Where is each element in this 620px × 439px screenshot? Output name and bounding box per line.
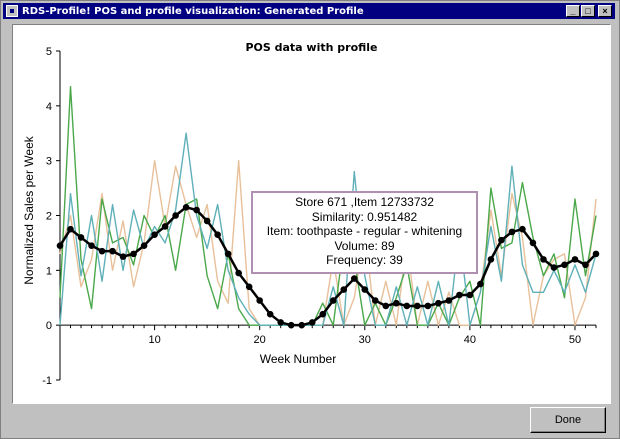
profile-point bbox=[203, 217, 211, 225]
profile-point bbox=[561, 261, 568, 269]
profile-point bbox=[67, 225, 74, 233]
profile-point bbox=[298, 321, 306, 329]
y-tick-label: 5 bbox=[46, 46, 52, 58]
title-bar[interactable]: RDS-Profile! POS and profile visualizati… bbox=[3, 3, 615, 19]
profile-point bbox=[403, 302, 411, 310]
profile-point bbox=[193, 206, 200, 214]
profile-point bbox=[308, 319, 316, 326]
tooltip-frequency: Frequency: 39 bbox=[326, 253, 403, 267]
y-axis-label: Normalized Sales per Week bbox=[22, 135, 36, 285]
tooltip-similarity: Similarity: 0.951482 bbox=[311, 209, 418, 224]
profile-point bbox=[498, 236, 505, 244]
done-button[interactable]: Done bbox=[530, 407, 606, 433]
y-tick-label: 0 bbox=[46, 320, 52, 332]
y-tick-label: 4 bbox=[46, 101, 52, 113]
plot-panel: POS data with profile -1 0 1 2 3 4 5 10 20 30 40 50… bbox=[12, 24, 611, 404]
profile-point bbox=[361, 286, 369, 293]
profile-point bbox=[508, 228, 516, 236]
app-icon[interactable] bbox=[6, 5, 18, 17]
profile-point bbox=[592, 250, 600, 258]
profile-point bbox=[424, 302, 432, 310]
profile-point bbox=[266, 310, 274, 318]
profile-point bbox=[161, 223, 169, 230]
profile-point bbox=[245, 283, 253, 291]
profile-point bbox=[550, 264, 558, 271]
profile-point bbox=[119, 253, 127, 260]
profile-point bbox=[540, 256, 547, 263]
y-tick-label: 2 bbox=[46, 211, 52, 223]
profile-point bbox=[140, 242, 148, 249]
profile-point bbox=[77, 234, 85, 241]
profile-point bbox=[329, 297, 337, 304]
profile-point bbox=[340, 286, 348, 293]
y-tick-label: 3 bbox=[46, 156, 52, 168]
profile-series-line bbox=[58, 206, 597, 327]
profile-point bbox=[224, 250, 232, 258]
profile-point bbox=[445, 297, 453, 304]
window-title: RDS-Profile! POS and profile visualizati… bbox=[22, 5, 364, 17]
x-axis-label: Week Number bbox=[260, 352, 336, 366]
profile-point bbox=[277, 319, 285, 326]
profile-point bbox=[319, 310, 327, 318]
profile-point bbox=[56, 242, 64, 249]
tooltip-store-item: Store 671 ,Item 12733732 bbox=[295, 195, 434, 209]
profile-point bbox=[487, 256, 495, 263]
item-info-tooltip: Store 671 ,Item 12733732 Similarity: 0.9… bbox=[251, 191, 478, 274]
chart-title: POS data with profile bbox=[245, 41, 378, 54]
x-tick-label: 40 bbox=[464, 334, 476, 346]
profile-point bbox=[382, 302, 390, 310]
profile-point bbox=[529, 239, 537, 247]
x-tick-label: 30 bbox=[359, 334, 371, 346]
profile-point bbox=[130, 250, 137, 258]
profile-point bbox=[88, 242, 95, 249]
profile-point bbox=[414, 302, 421, 310]
tooltip-volume: Volume: 89 bbox=[334, 238, 395, 253]
profile-point bbox=[393, 299, 400, 307]
pos-series-line bbox=[59, 85, 597, 326]
profile-point bbox=[371, 297, 379, 304]
profile-point bbox=[109, 247, 116, 255]
profile-point bbox=[172, 212, 179, 219]
x-tick-label: 20 bbox=[254, 334, 266, 346]
tooltip-item: Item: toothpaste - regular - whitening bbox=[266, 224, 463, 238]
minimize-button[interactable]: _ bbox=[566, 5, 580, 17]
y-tick-label: 1 bbox=[46, 265, 52, 277]
profile-point bbox=[435, 299, 442, 307]
profile-point bbox=[235, 269, 242, 277]
profile-point bbox=[287, 321, 295, 329]
profile-point bbox=[477, 280, 484, 288]
profile-point bbox=[519, 225, 526, 233]
profile-point bbox=[571, 256, 579, 263]
y-tick-label: -1 bbox=[42, 375, 52, 387]
maximize-button[interactable]: □ bbox=[581, 5, 595, 17]
profile-point bbox=[256, 297, 263, 304]
chart: -1 0 1 2 3 4 5 10 20 30 40 50 Week Number Normalized … bbox=[22, 46, 600, 387]
profile-point bbox=[182, 203, 190, 211]
x-tick-label: 10 bbox=[148, 334, 160, 346]
profile-point bbox=[456, 291, 463, 299]
profile-point bbox=[214, 231, 221, 238]
profile-point bbox=[466, 291, 474, 299]
profile-point bbox=[98, 247, 106, 255]
profile-point bbox=[151, 231, 158, 238]
profile-point bbox=[350, 275, 358, 282]
x-tick-label: 50 bbox=[569, 334, 581, 346]
close-button[interactable]: × bbox=[598, 5, 612, 17]
profile-point bbox=[582, 261, 589, 269]
